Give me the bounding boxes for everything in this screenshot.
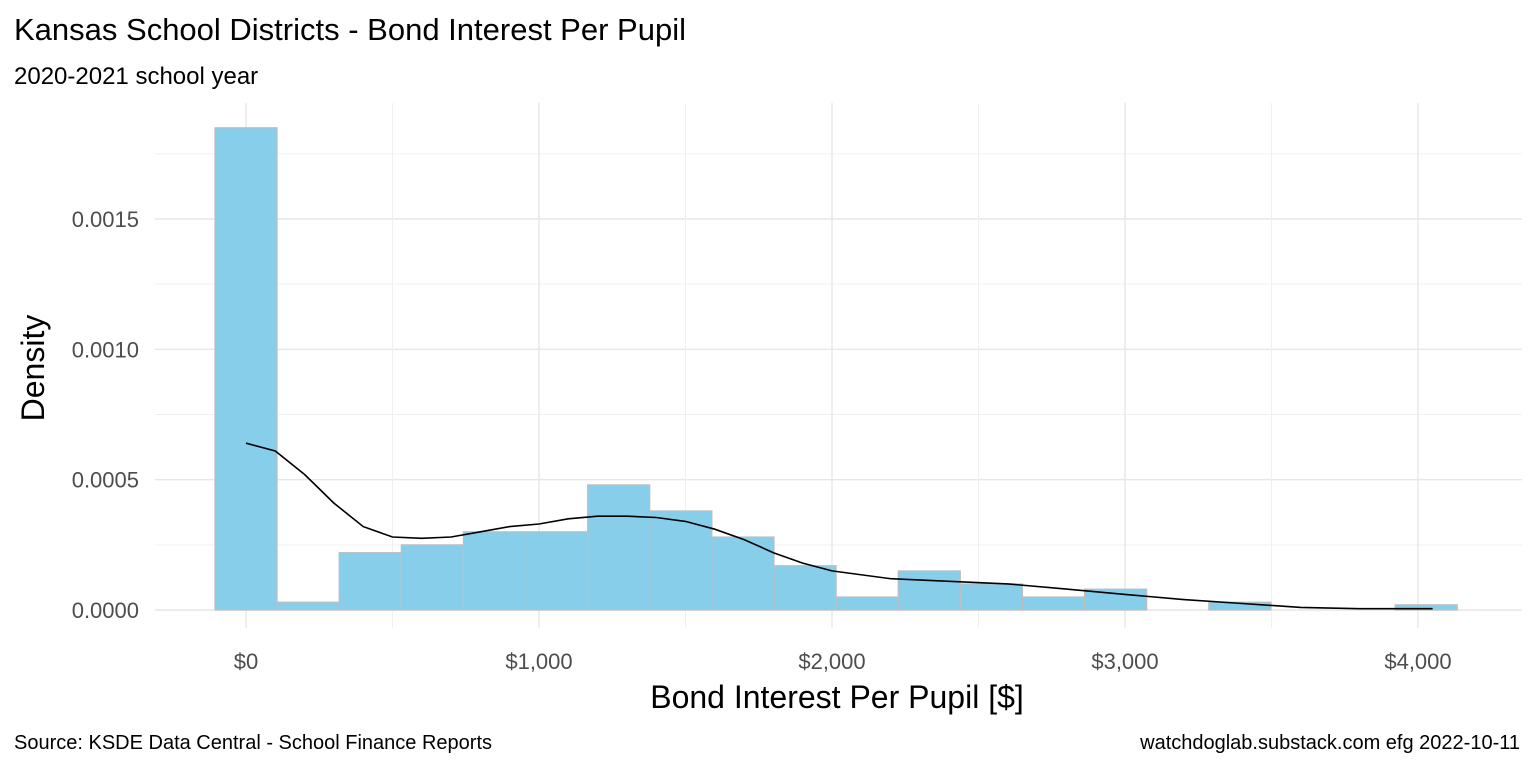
histogram-bar (649, 510, 713, 611)
y-tick-label: 0.0000 (72, 598, 139, 623)
histogram-bar (1394, 604, 1458, 611)
caption-source: Source: KSDE Data Central - School Finan… (14, 732, 492, 754)
tick-labels: $0 $1,000 $2,000 $3,000 $4,000 0.0000 0.0005 0.… (72, 207, 1452, 674)
x-axis-title: Bond Interest Per Pupil [$] (650, 679, 1024, 715)
grid (155, 103, 1522, 628)
histogram-bar (400, 544, 465, 611)
density-curve (245, 442, 1433, 610)
histogram-bar (214, 127, 278, 611)
chart-title: Kansas School Districts - Bond Interest … (14, 12, 686, 47)
x-tick-label: $2,000 (798, 649, 865, 674)
histogram-bar (462, 531, 527, 611)
y-tick-label: 0.0010 (72, 337, 139, 362)
histogram-bar (524, 531, 589, 611)
x-tick-label: $4,000 (1384, 649, 1451, 674)
histogram-bars (214, 127, 1458, 611)
histogram-bar (1021, 596, 1086, 611)
histogram-bar (897, 570, 961, 611)
histogram-bar (338, 552, 402, 611)
caption-credit: watchdoglab.substack.com efg 2022-10-11 (1139, 732, 1520, 754)
y-tick-label: 0.0015 (72, 207, 139, 232)
y-tick-label: 0.0005 (72, 468, 139, 493)
x-tick-label: $0 (234, 649, 258, 674)
chart-subtitle: 2020-2021 school year (14, 63, 258, 90)
histogram-bar (959, 583, 1024, 611)
x-tick-label: $1,000 (505, 649, 572, 674)
x-tick-label: $3,000 (1091, 649, 1158, 674)
histogram-bar (835, 596, 899, 611)
histogram-bar (773, 565, 837, 611)
y-axis-title: Density (15, 315, 51, 422)
histogram-bar (587, 484, 651, 611)
histogram-bar (276, 601, 340, 611)
